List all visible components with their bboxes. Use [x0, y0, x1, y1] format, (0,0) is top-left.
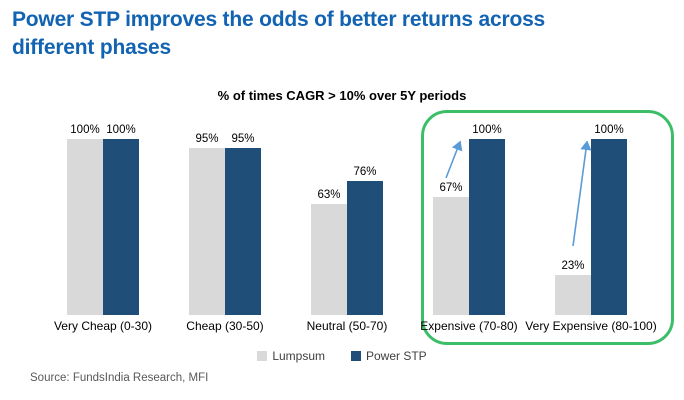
value-label: 100% — [106, 124, 136, 136]
value-label: 100% — [594, 124, 624, 136]
value-label: 95% — [231, 133, 255, 145]
plot-area: 100% 100% Very Cheap (0-30) 95% 95% Cheap (30… — [42, 117, 657, 333]
legend-label-power-stp: Power STP — [366, 349, 427, 363]
source-note: Source: FundsIndia Research, MFI — [30, 372, 209, 384]
bar-group: 23% 100% Very Expensive (80-100) — [525, 117, 656, 333]
bar-power-stp — [469, 139, 505, 315]
lumpsum-swatch-icon — [257, 351, 268, 361]
power-stp-swatch-icon — [351, 351, 361, 361]
page-title: Power STP improves the odds of better re… — [12, 8, 546, 59]
category-label: Very Expensive (80-100) — [525, 319, 657, 333]
bar-group: 63% 76% Neutral (50-70) — [286, 117, 408, 333]
bar-group: 100% 100% Very Cheap (0-30) — [42, 117, 164, 333]
bar-power-stp — [225, 148, 261, 315]
bar-lumpsum — [555, 275, 591, 315]
category-label: Expensive (70-80) — [420, 319, 518, 333]
bar-group: 67% 100% Expensive (70-80) — [408, 117, 530, 333]
value-label: 95% — [195, 133, 219, 145]
value-label: 100% — [472, 124, 502, 136]
value-label: 63% — [317, 189, 341, 201]
value-label: 67% — [439, 182, 463, 194]
category-label: Cheap (30-50) — [186, 319, 264, 333]
bar-power-stp — [591, 139, 627, 315]
bar-lumpsum — [311, 204, 347, 315]
value-label: 23% — [561, 260, 585, 272]
bar-lumpsum — [189, 148, 225, 315]
chart-title: % of times CAGR > 10% over 5Y periods — [217, 88, 467, 103]
legend-label-lumpsum: Lumpsum — [272, 349, 325, 363]
bar-lumpsum — [67, 139, 103, 315]
chart-legend: Lumpsum Power STP — [0, 349, 684, 363]
bar-lumpsum — [433, 197, 469, 315]
bar-power-stp — [347, 181, 383, 315]
legend-item-power-stp: Power STP — [351, 349, 427, 363]
category-label: Neutral (50-70) — [306, 319, 388, 333]
bar-group: 95% 95% Cheap (30-50) — [164, 117, 286, 333]
category-label: Very Cheap (0-30) — [53, 319, 153, 333]
bar-power-stp — [103, 139, 139, 315]
value-label: 76% — [353, 166, 377, 178]
value-label: 100% — [70, 124, 100, 136]
legend-item-lumpsum: Lumpsum — [257, 349, 325, 363]
